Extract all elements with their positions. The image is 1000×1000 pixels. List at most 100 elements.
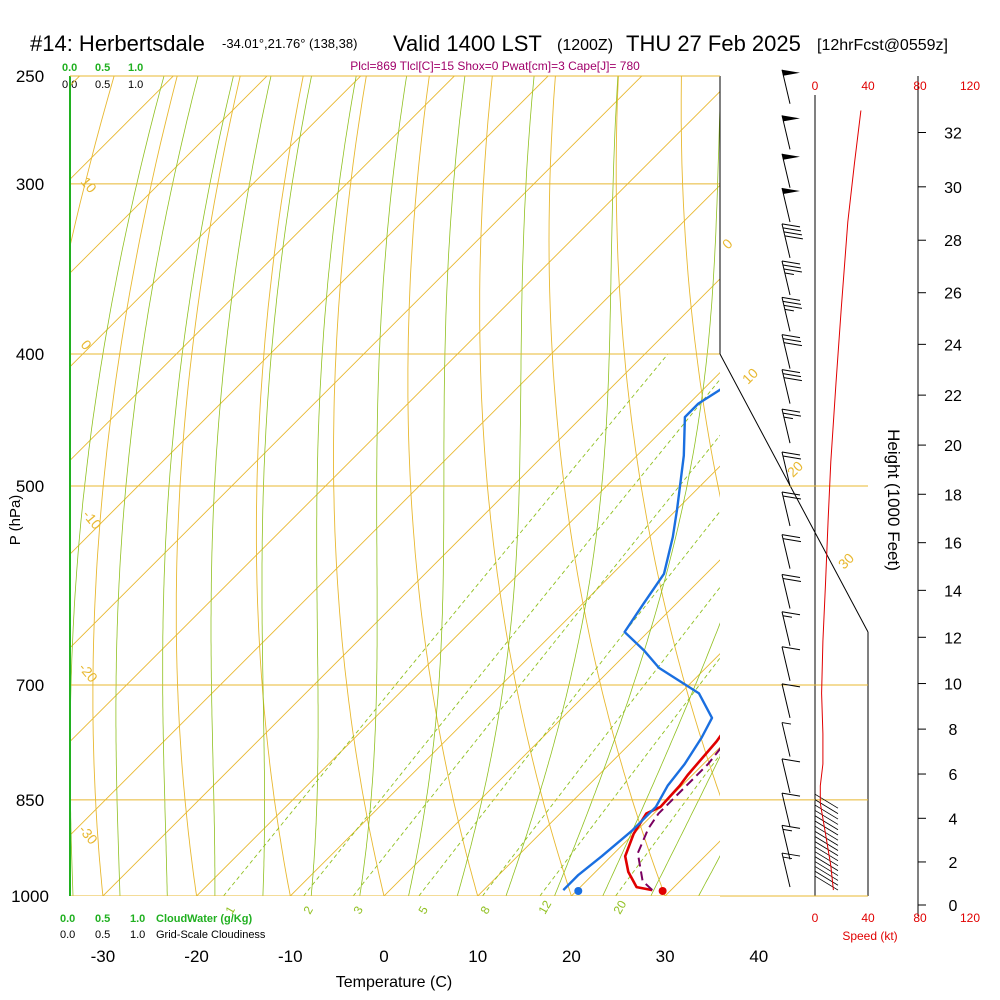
bottom-cloudwater-tick-1: 0.5 xyxy=(95,913,110,925)
barb-staff xyxy=(781,408,791,444)
station-name: #14: Herbertsdale xyxy=(30,31,205,56)
near-surface-barb xyxy=(814,870,839,886)
barb-full xyxy=(782,264,802,269)
wind-barb xyxy=(781,187,800,223)
dry-adiabat-label: -20 xyxy=(76,660,101,686)
cloudiness-label: Grid-Scale Cloudiness xyxy=(156,929,266,941)
axis-labels: -30 -20 -10 0 10 20 30 402503004005007008501000… xyxy=(11,67,962,966)
bottom-cloudwater-tick-2: 1.0 xyxy=(130,913,145,925)
dry-adiabat-line xyxy=(744,27,961,925)
isotherm-line xyxy=(70,76,174,180)
dry-adiabat-line xyxy=(92,76,178,896)
height-tick-label: 4 xyxy=(949,811,958,828)
x-tick-label: 10 xyxy=(468,947,487,966)
background-grid xyxy=(70,27,1000,925)
speed-bottom-tick-3: 120 xyxy=(960,911,980,925)
barb-full xyxy=(783,304,803,309)
height-tick-label: 16 xyxy=(944,536,962,553)
x-axis-title: Temperature (C) xyxy=(336,974,452,991)
speed-line xyxy=(819,110,862,891)
barb-half xyxy=(781,722,792,725)
isotherm-line xyxy=(824,27,1000,925)
dry-adiabat-line xyxy=(333,76,385,896)
dry-adiabat-line xyxy=(255,76,304,896)
hodo-frame xyxy=(719,76,869,897)
dewpoint-line xyxy=(562,388,720,891)
wind-barb xyxy=(781,852,801,888)
isotherm-line xyxy=(70,76,362,368)
mixing-ratio-label: 20 xyxy=(610,898,629,917)
isotherm-line xyxy=(102,278,720,896)
top-cloudiness-tick-2: 1.0 xyxy=(128,79,143,91)
moist-adiabat-line xyxy=(730,27,1000,925)
barb-pennant xyxy=(782,153,800,160)
barb-full xyxy=(783,342,803,347)
barb-half xyxy=(784,272,794,275)
speed-top-tick-1: 40 xyxy=(861,79,875,93)
barb-staff xyxy=(781,646,791,681)
near-surface-barb xyxy=(814,875,839,891)
barb-full xyxy=(783,268,803,273)
wind-barb xyxy=(781,758,801,793)
wind-barb xyxy=(781,611,801,646)
isotherm-line xyxy=(70,76,549,555)
parcel-line xyxy=(636,747,720,891)
barb-staff xyxy=(781,297,791,332)
isotherm-line xyxy=(477,653,720,896)
moist-adiabat-line xyxy=(456,76,535,896)
moist-adiabat-line xyxy=(408,76,466,896)
dry-adiabat-line xyxy=(479,76,572,896)
barb-pennant xyxy=(782,69,800,76)
dry-adiabat-line xyxy=(929,27,1000,925)
height-tick-label: 14 xyxy=(944,583,962,600)
height-tick-label: 10 xyxy=(944,677,962,694)
top-cloudiness-tick-1: 0.5 xyxy=(95,79,110,91)
moist-adiabat-line xyxy=(310,76,357,896)
height-tick-label: 30 xyxy=(944,180,962,197)
surface-dewpoint-dot xyxy=(574,887,583,895)
moist-adiabat-label: 10 xyxy=(739,365,761,387)
barb-half xyxy=(784,308,794,312)
barb-staff xyxy=(781,611,791,646)
x-tick-label: 0 xyxy=(379,947,388,966)
moist-adiabat-line xyxy=(162,76,234,896)
barb-full xyxy=(783,231,803,236)
near-surface-barb xyxy=(814,836,839,851)
mixing-ratio-line xyxy=(615,754,720,896)
height-tick-label: 12 xyxy=(944,630,962,647)
moist-adiabat-label: 20 xyxy=(784,458,806,480)
near-surface-barb xyxy=(814,799,839,814)
barb-full xyxy=(781,296,801,301)
wind-barb xyxy=(781,369,803,404)
dry-adiabat-label: 10 xyxy=(78,174,100,196)
near-surface-barb xyxy=(814,825,839,841)
forecast-info: [12hrFcst@0559z] xyxy=(817,37,948,54)
mixing-ratio-line xyxy=(539,657,720,896)
bottom-cloudiness-tick-1: 0.5 xyxy=(95,929,110,941)
mixing-ratio-label: 5 xyxy=(415,903,431,916)
barb-full xyxy=(782,577,802,582)
near-surface-barb xyxy=(814,861,839,876)
near-surface-barb xyxy=(814,804,839,820)
moist-adiabat-line xyxy=(698,855,720,896)
barb-pennant xyxy=(782,188,800,195)
barb-full xyxy=(781,824,801,829)
p-tick-label: 1000 xyxy=(11,887,49,906)
wind-barb xyxy=(781,223,803,258)
speed-bottom-tick-0: 0 xyxy=(812,911,819,925)
isotherm-line xyxy=(70,76,643,649)
moist-adiabat-label: 30 xyxy=(835,550,857,572)
barb-full xyxy=(781,792,801,797)
stability-indices: Plcl=869 Tlcl[C]=15 Shox=0 Pwat[cm]=3 Ca… xyxy=(350,59,640,73)
cloudwater-label: CloudWater (g/Kg) xyxy=(156,913,252,925)
barb-staff xyxy=(781,758,791,793)
wind-barb xyxy=(781,792,801,828)
height-tick-label: 32 xyxy=(944,125,962,142)
wind-barb xyxy=(781,153,800,188)
speed-top-tick-2: 80 xyxy=(913,79,927,93)
mixing-ratio-line xyxy=(418,510,720,896)
moist-adiabat-label: 0 xyxy=(719,235,736,252)
wind-barb xyxy=(781,115,800,150)
dry-adiabat-line xyxy=(680,76,720,498)
